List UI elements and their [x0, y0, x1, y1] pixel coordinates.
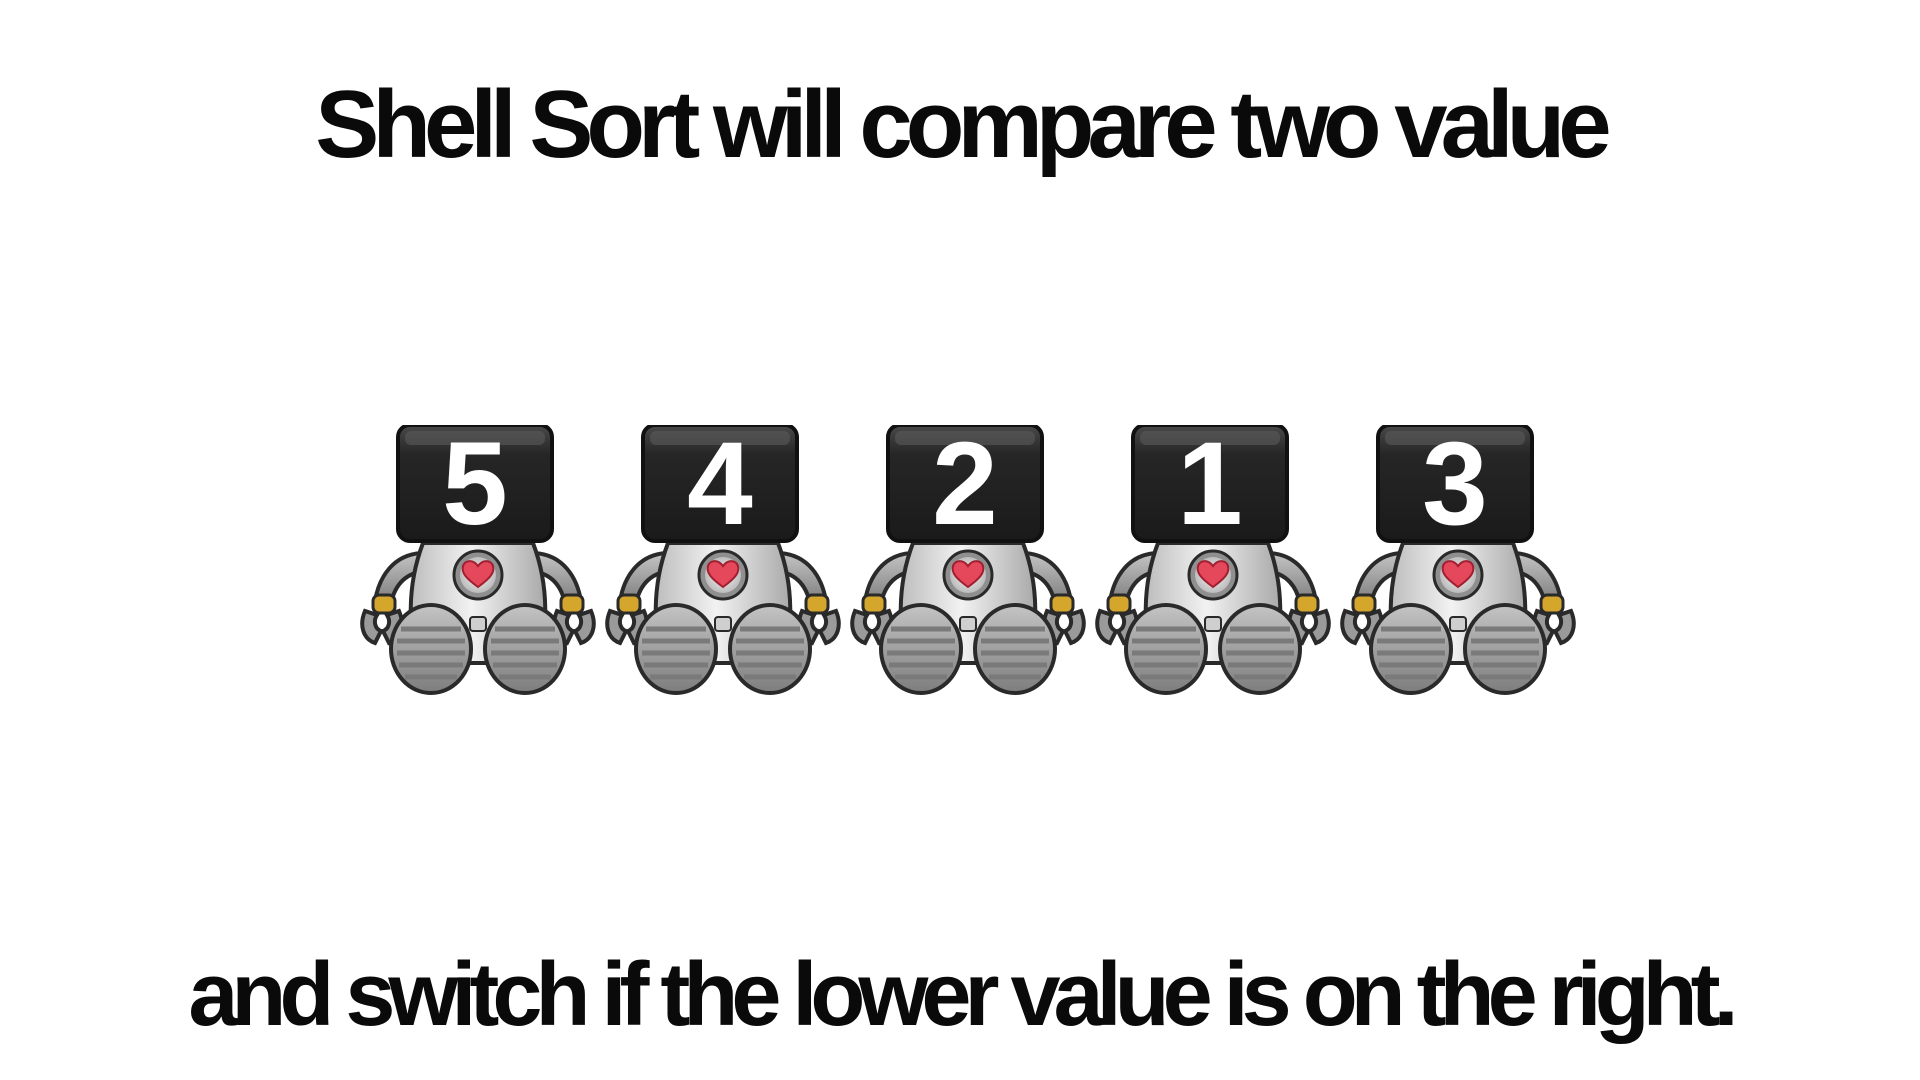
robot-value: 4: [687, 418, 753, 550]
slide-subtitle: and switch if the lower value is on the …: [188, 945, 1738, 1045]
robot-5: 3: [1333, 425, 1583, 695]
robot-value: 2: [932, 418, 998, 550]
robot-value: 1: [1177, 418, 1243, 550]
robot-value: 3: [1422, 418, 1488, 550]
robot-1: 5: [353, 425, 603, 695]
robot-3: 2: [843, 425, 1093, 695]
slide-title: Shell Sort will compare two value: [315, 71, 1611, 178]
robot-value: 5: [442, 418, 508, 550]
robot-2: 4: [598, 425, 848, 695]
robot-4: 1: [1088, 425, 1338, 695]
